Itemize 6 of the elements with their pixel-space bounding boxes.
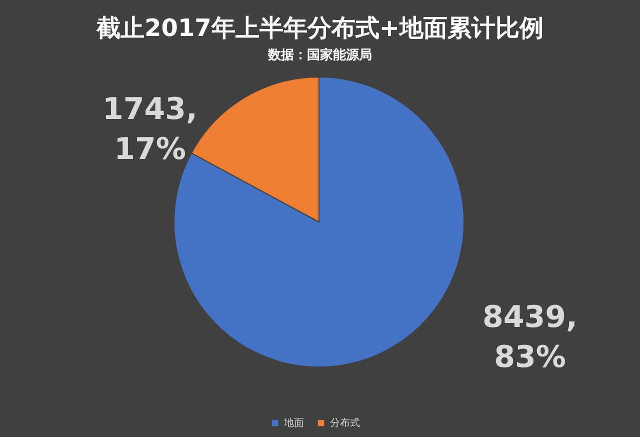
chart-title: 截止2017年上半年分布式+地面累计比例 [96,14,544,42]
legend-label: 分布式 [330,417,360,430]
data-label: 1743, 17% [102,92,198,167]
data-label: 8439, 83% [482,300,578,375]
legend-label: 地面 [283,417,304,430]
chart-subtitle: 数据：国家能源局 [267,47,372,63]
